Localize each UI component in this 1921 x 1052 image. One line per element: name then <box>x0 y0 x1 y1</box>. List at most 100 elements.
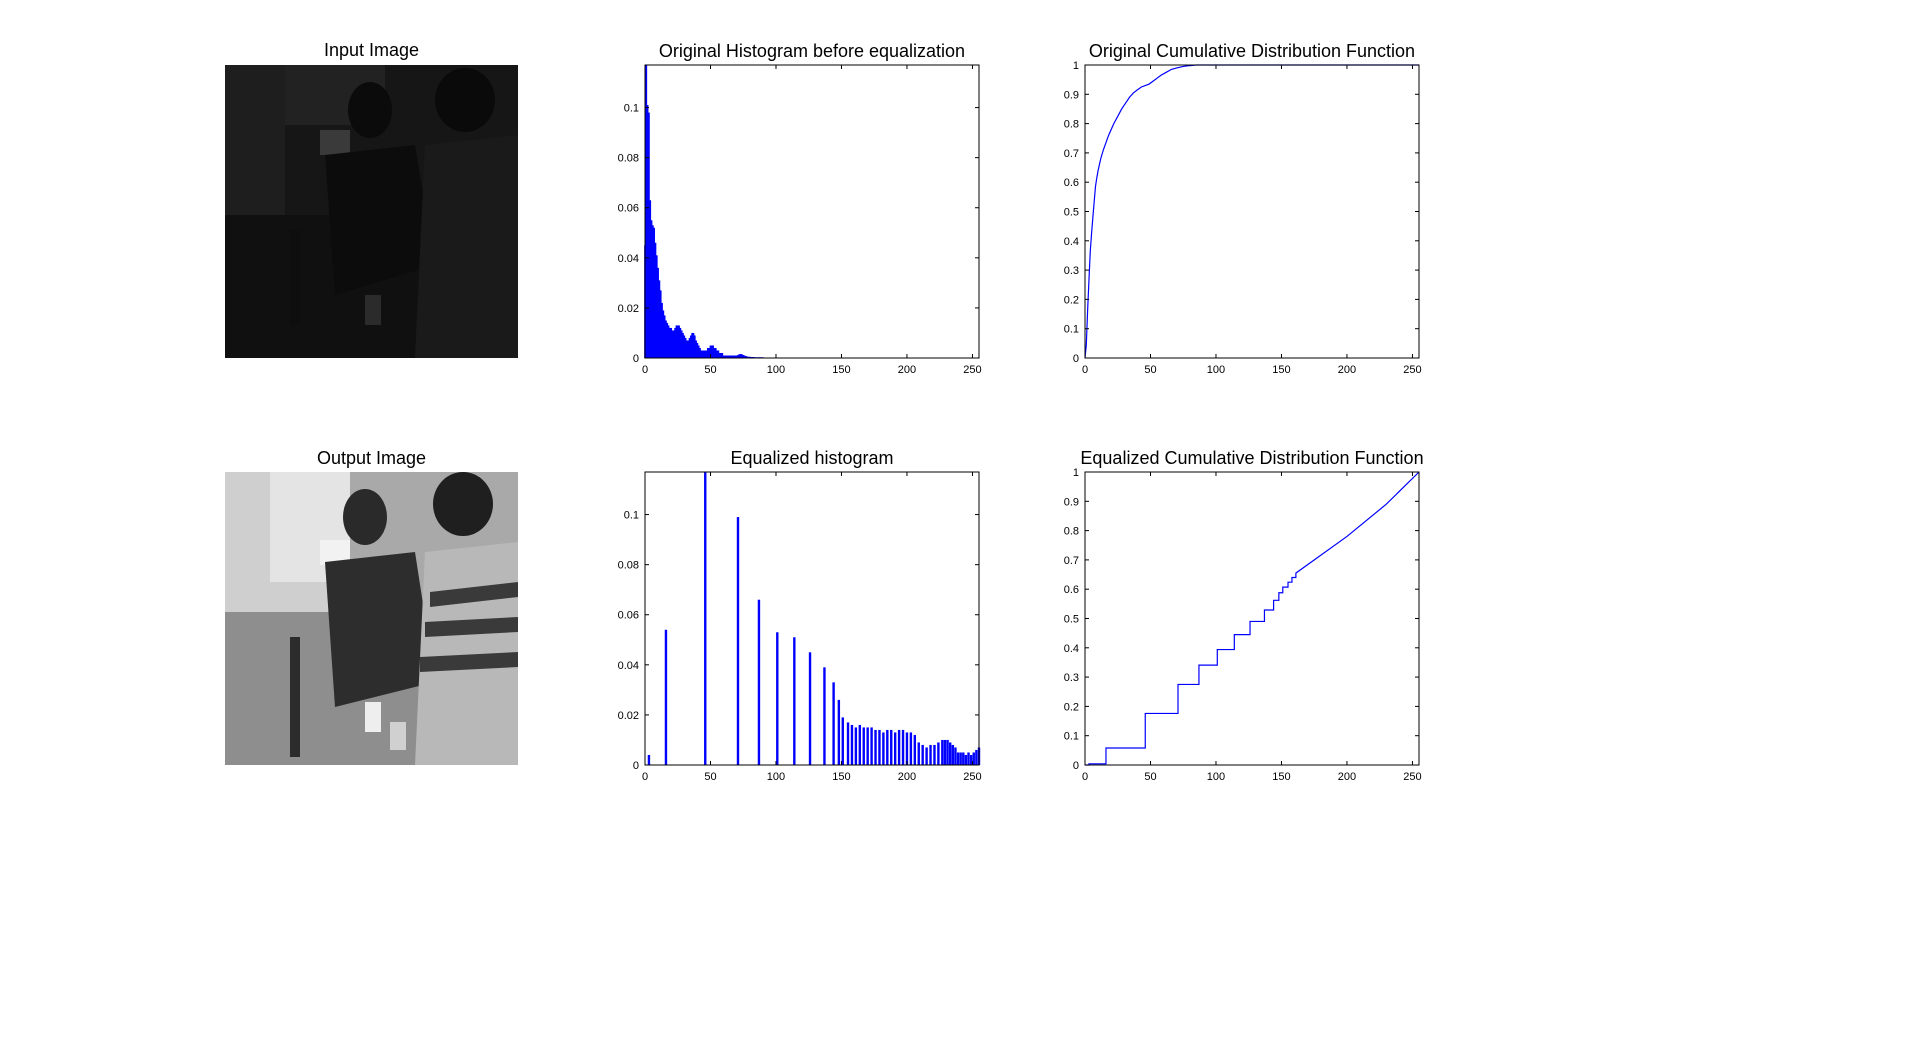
histogram-bar <box>854 727 858 765</box>
y-tick-label: 0.04 <box>618 660 639 672</box>
histogram-bar <box>878 729 881 765</box>
histogram-bar <box>946 739 949 765</box>
histogram-bar <box>695 340 697 358</box>
x-tick-label: 150 <box>832 364 850 376</box>
histogram-bar <box>893 732 897 765</box>
histogram-bar <box>736 517 740 765</box>
histogram-bar <box>745 355 747 358</box>
histogram-bar <box>713 347 716 358</box>
y-tick-label: 0.04 <box>618 253 639 265</box>
y-tick-label: 0.1 <box>624 103 639 115</box>
histogram-bar <box>714 347 717 358</box>
histogram-bar <box>654 242 657 358</box>
histogram-bar <box>703 350 705 358</box>
histogram-bar <box>913 734 917 765</box>
histogram-bar <box>684 337 687 358</box>
y-tick-label: 0.02 <box>618 303 639 315</box>
chart-title: Equalized Cumulative Distribution Functi… <box>1080 448 1423 468</box>
histogram-bar <box>850 724 854 765</box>
histogram-bar <box>747 356 750 358</box>
histogram-bar <box>653 227 656 358</box>
cdf-line <box>1085 471 1420 766</box>
histogram-bar <box>750 356 752 358</box>
histogram-bar <box>925 747 928 765</box>
histogram-bar <box>727 355 730 358</box>
histogram-bar <box>722 355 725 358</box>
x-tick-label: 250 <box>963 771 981 783</box>
y-tick-label: 0.02 <box>618 710 639 722</box>
y-tick-label: 0.3 <box>1064 672 1079 684</box>
x-tick-label: 50 <box>1144 771 1156 783</box>
histogram-bar <box>664 629 668 765</box>
histogram-bar <box>680 330 683 358</box>
histogram-bar <box>793 637 796 765</box>
histogram-bar <box>708 347 711 358</box>
x-tick-label: 0 <box>642 364 648 376</box>
x-tick-label: 250 <box>963 364 981 376</box>
histogram-bar <box>964 754 968 765</box>
axes-box <box>1084 471 1420 766</box>
histogram-bar <box>707 347 709 358</box>
output-image <box>225 472 518 765</box>
y-tick-label: 0.1 <box>1064 731 1079 743</box>
histogram-bar <box>897 729 901 765</box>
histogram-bar <box>647 754 651 765</box>
y-tick-label: 0.9 <box>1064 89 1079 101</box>
y-tick-label: 0.8 <box>1064 526 1079 538</box>
histogram-bar <box>886 729 889 765</box>
x-tick-label: 150 <box>1272 771 1290 783</box>
histogram-bar <box>751 356 754 358</box>
x-tick-label: 200 <box>1338 364 1356 376</box>
histogram-bar <box>937 742 940 765</box>
x-tick-label: 150 <box>832 771 850 783</box>
histogram-bar <box>933 744 936 765</box>
histogram-bar <box>652 225 654 358</box>
x-tick-label: 0 <box>1082 771 1088 783</box>
histogram-bar <box>658 280 661 358</box>
histogram-bar <box>959 752 962 765</box>
histogram-bar <box>921 744 924 765</box>
histogram-bar <box>655 255 658 358</box>
histogram-bar <box>649 200 652 358</box>
y-tick-label: 0.2 <box>1064 701 1079 713</box>
y-tick-label: 0.06 <box>618 610 639 622</box>
x-tick-label: 0 <box>642 771 648 783</box>
histogram-bar <box>667 325 670 358</box>
histogram-bar <box>972 752 975 765</box>
histogram-bar <box>704 472 707 765</box>
histogram-bar <box>956 752 960 765</box>
histogram-bar <box>917 742 920 765</box>
histogram-bar <box>731 355 734 358</box>
histogram-bar <box>700 350 703 358</box>
histogram-bar <box>682 332 684 358</box>
histogram-bar <box>688 337 691 358</box>
x-tick-label: 50 <box>1144 364 1156 376</box>
histogram-bar <box>882 732 885 765</box>
axes-box <box>644 471 980 766</box>
histogram-bar <box>746 356 749 358</box>
histogram-bar <box>757 599 761 765</box>
histogram-bar <box>720 352 722 358</box>
histogram-bar <box>962 752 965 765</box>
x-tick-label: 0 <box>1082 364 1088 376</box>
histogram-bar <box>678 325 680 358</box>
output-image-title: Output Image <box>316 448 427 468</box>
y-tick-label: 1 <box>1073 467 1079 479</box>
histogram-bar <box>735 355 738 358</box>
histogram-bar <box>710 345 713 358</box>
histogram-bar <box>901 729 905 765</box>
y-tick-label: 0.7 <box>1064 555 1079 567</box>
histogram-bar <box>712 345 714 358</box>
histogram-bar <box>741 354 743 358</box>
y-tick-label: 0.8 <box>1064 119 1079 131</box>
histogram-bar <box>862 727 865 765</box>
y-tick-label: 0.06 <box>618 203 639 215</box>
histogram-bar <box>866 727 869 765</box>
histogram-bar <box>705 350 708 358</box>
histogram-bar <box>737 354 739 358</box>
y-tick-label: 0 <box>633 353 639 365</box>
y-tick-label: 0.1 <box>624 510 639 522</box>
histogram-bar <box>725 355 728 358</box>
